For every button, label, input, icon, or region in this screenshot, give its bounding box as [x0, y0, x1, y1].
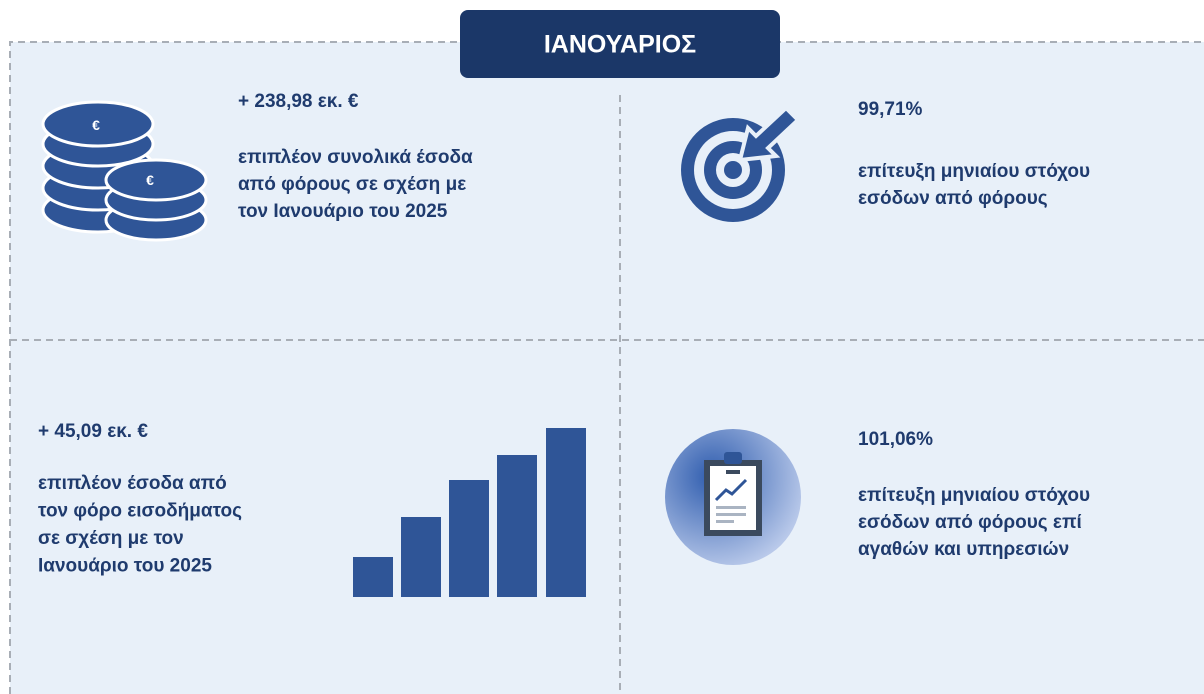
panel-value: 99,71% — [858, 99, 923, 120]
panel-description: επίτευξη μηνιαίου στόχου — [858, 485, 1090, 506]
panel-description: εσόδων από φόρους — [858, 188, 1048, 209]
panel-value: 101,06% — [858, 429, 933, 450]
clipboard-icon — [665, 429, 801, 565]
border — [9, 41, 1204, 694]
panel-description: σε σχέση με τον — [38, 528, 184, 549]
panel-description: τον φόρο εισοδήματος — [38, 501, 242, 522]
panel-description: τον Ιανουάριο του 2025 — [238, 201, 448, 222]
panel-description: επιπλέον συνολικά έσοδα — [238, 147, 473, 168]
target-icon — [681, 105, 801, 222]
panel-value: + 238,98 εκ. € — [238, 91, 359, 112]
title-box — [460, 10, 780, 78]
coins-icon: € € — [41, 100, 208, 242]
background — [10, 42, 1204, 694]
panel-description: επιπλέον έσοδα από — [38, 473, 227, 494]
panel-description: επίτευξη μηνιαίου στόχου — [858, 161, 1090, 182]
panel-description: από φόρους σε σχέση με — [238, 174, 466, 195]
panel-description: εσόδων από φόρους επί — [858, 512, 1082, 533]
title: ΙΑΝΟΥΑΡΙΟΣ — [544, 31, 696, 59]
svg-text:€: € — [146, 172, 154, 188]
svg-text:€: € — [92, 117, 100, 133]
panel-value: + 45,09 εκ. € — [38, 421, 148, 442]
panel-description: Ιανουάριο του 2025 — [38, 556, 212, 577]
bars-icon — [353, 428, 586, 597]
panel-description: αγαθών και υπηρεσιών — [858, 539, 1069, 560]
